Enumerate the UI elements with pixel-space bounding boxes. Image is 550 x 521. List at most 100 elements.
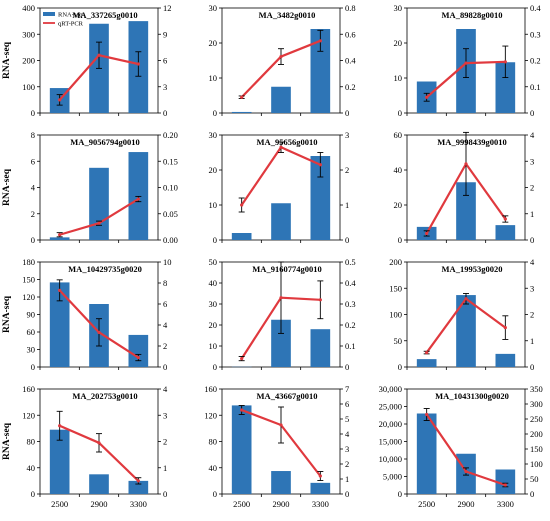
rna-bar <box>271 319 291 367</box>
left-tick-label: 0 <box>31 108 35 118</box>
right-tick-label: 0 <box>345 108 349 118</box>
qpcr-point <box>318 474 322 478</box>
qpcr-point <box>464 297 468 301</box>
left-tick-label: 0 <box>213 489 217 499</box>
right-tick-label: 0.4 <box>345 278 356 288</box>
right-tick-label: 0.3 <box>345 299 356 309</box>
right-tick-label: 2 <box>530 310 534 320</box>
right-tick-label: 200 <box>530 429 543 439</box>
right-tick-label: 250 <box>530 414 543 424</box>
right-tick-label: 2 <box>530 183 534 193</box>
left-tick-label: 50 <box>394 336 403 346</box>
qpcr-point <box>240 408 244 412</box>
right-tick-label: 3 <box>530 156 534 166</box>
left-tick-label: 160 <box>22 384 35 394</box>
right-tick-label: 0.05 <box>163 209 178 219</box>
left-tick-label: 200 <box>22 56 35 66</box>
right-tick-label: 6 <box>345 399 349 409</box>
left-axis-label: RNA-seq <box>2 168 12 206</box>
left-tick-label: 40 <box>209 278 218 288</box>
right-tick-label: 3 <box>345 130 349 140</box>
left-tick-label: 6 <box>31 156 35 166</box>
right-tick-label: 0 <box>163 489 167 499</box>
right-tick-label: 10 <box>163 257 172 267</box>
rna-bar <box>310 329 331 367</box>
rna-bar <box>128 480 149 494</box>
panel-title: MA_337265g0010 <box>72 10 137 20</box>
qpcr-point <box>503 483 507 487</box>
left-tick-label: 4 <box>31 183 36 193</box>
right-tick-label: 0.20 <box>163 130 178 140</box>
left-tick-label: 60 <box>27 327 36 337</box>
panel-MA_10431300g0020: 0 5,000 10,000 15,000 20,000 25,000 30,000 0 50 1… <box>379 384 543 509</box>
panel-MA_9056794g0010: 0 2 4 6 8 0.00 0.05 0.10 0.15 0.20 MA_9056794g0010… <box>2 130 178 245</box>
right-tick-label: 3 <box>163 82 167 92</box>
qpcr-point <box>318 298 322 302</box>
left-tick-label: 0 <box>31 235 35 245</box>
qpcr-point <box>464 61 468 65</box>
rna-bar <box>231 111 252 113</box>
left-tick-label: 40 <box>394 165 403 175</box>
qpcr-point <box>136 62 140 66</box>
qpcr-point <box>425 231 429 236</box>
left-tick-label: 50 <box>209 257 218 267</box>
legend-rna-swatch <box>43 12 55 16</box>
left-tick-label: 0 <box>398 235 402 245</box>
panel-title: MA_202753g0010 <box>72 391 137 401</box>
right-tick-label: 0 <box>345 362 349 372</box>
left-tick-label: 0 <box>398 362 402 372</box>
right-tick-label: 0 <box>163 362 167 372</box>
qpcr-point <box>425 95 429 99</box>
right-tick-label: 0.00 <box>163 235 178 245</box>
right-tick-label: 0 <box>345 235 349 245</box>
qpcr-point <box>279 423 283 427</box>
rna-bar <box>271 203 291 240</box>
left-tick-label: 30 <box>209 299 218 309</box>
qpcr-point <box>318 39 322 43</box>
right-tick-label: 0.5 <box>345 257 356 267</box>
x-tick-label: 3300 <box>130 499 147 509</box>
right-tick-label: 0.2 <box>345 82 356 92</box>
panel-MA_202753g0010: 0 40 80 120 160 0 1 2 3 4 2500 2900 3300 MA_202753g00… <box>2 384 168 509</box>
x-tick-label: 2500 <box>51 499 68 509</box>
panel-title: MA_9056794g0010 <box>70 137 139 147</box>
rna-bar <box>456 182 476 240</box>
left-tick-label: 20 <box>209 165 218 175</box>
rna-bar <box>49 429 70 494</box>
left-tick-label: 400 <box>22 3 35 13</box>
qpcr-point <box>136 355 140 360</box>
right-tick-label: 1 <box>345 200 349 210</box>
panel-MA_10429735g0020: 0 30 60 90 120 150 180 0 2 4 6 8 10 MA_10429735g0020 R… <box>2 257 172 372</box>
rna-bar <box>495 62 516 113</box>
x-tick-label: 3300 <box>312 499 329 509</box>
left-tick-label: 10 <box>394 73 403 83</box>
left-tick-label: 120 <box>22 410 35 420</box>
qpcr-point <box>318 163 322 167</box>
right-tick-label: 4 <box>530 257 535 267</box>
rna-bar <box>310 482 331 494</box>
qpcr-line <box>240 146 321 206</box>
right-tick-label: 0 <box>530 108 534 118</box>
rna-bar <box>49 237 70 240</box>
panel-title: MA_9160774g0010 <box>252 264 321 274</box>
panel-MA_337265g0010: 0100200300400036912MA_337265g0010RNA-seq… <box>2 3 172 118</box>
qpcr-point <box>425 412 429 417</box>
left-tick-label: 150 <box>389 283 402 293</box>
left-tick-label: 10 <box>209 73 218 83</box>
left-tick-label: 20 <box>394 38 403 48</box>
left-tick-label: 5,000 <box>383 472 402 482</box>
right-tick-label: 150 <box>530 444 543 454</box>
left-tick-label: 30 <box>394 3 403 13</box>
qpcr-point <box>503 326 507 330</box>
right-tick-label: 0.8 <box>345 3 356 13</box>
left-tick-label: 10 <box>209 341 218 351</box>
qpcr-point <box>97 330 101 334</box>
right-tick-label: 4 <box>530 130 535 140</box>
rna-bar <box>231 405 252 494</box>
right-tick-label: 4 <box>163 320 168 330</box>
left-tick-label: 0 <box>213 362 217 372</box>
qpcr-point <box>136 479 140 483</box>
left-tick-label: 20 <box>209 38 218 48</box>
